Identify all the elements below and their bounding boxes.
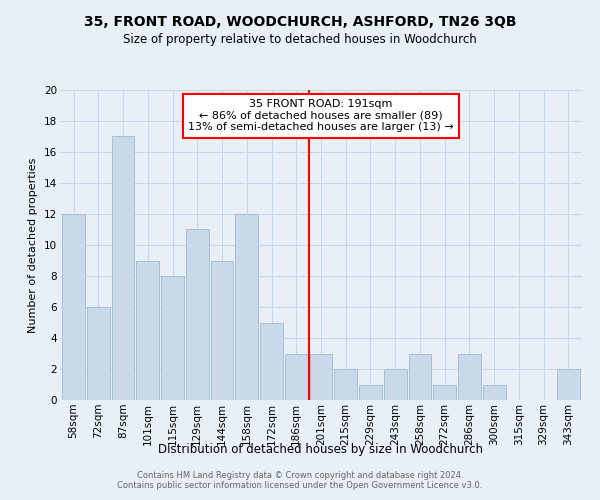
Text: 35, FRONT ROAD, WOODCHURCH, ASHFORD, TN26 3QB: 35, FRONT ROAD, WOODCHURCH, ASHFORD, TN2… (84, 15, 516, 29)
Bar (62, 214, 85, 400)
Bar (285, 354, 308, 400)
Bar (87, 307, 110, 400)
Bar (186, 230, 209, 400)
Bar (112, 136, 134, 400)
Text: 35 FRONT ROAD: 191sqm
← 86% of detached houses are smaller (89)
13% of semi-deta: 35 FRONT ROAD: 191sqm ← 86% of detached … (188, 100, 454, 132)
Bar (433, 384, 456, 400)
Text: Size of property relative to detached houses in Woodchurch: Size of property relative to detached ho… (123, 32, 477, 46)
Bar (334, 369, 357, 400)
Y-axis label: Number of detached properties: Number of detached properties (28, 158, 38, 332)
Bar (136, 260, 159, 400)
Bar (409, 354, 431, 400)
Text: Contains HM Land Registry data © Crown copyright and database right 2024.
Contai: Contains HM Land Registry data © Crown c… (118, 470, 482, 490)
Bar (310, 354, 332, 400)
Bar (557, 369, 580, 400)
Bar (483, 384, 506, 400)
Text: Distribution of detached houses by size in Woodchurch: Distribution of detached houses by size … (158, 442, 484, 456)
Bar (235, 214, 258, 400)
Bar (260, 322, 283, 400)
Bar (458, 354, 481, 400)
Bar (211, 260, 233, 400)
Bar (161, 276, 184, 400)
Bar (384, 369, 407, 400)
Bar (359, 384, 382, 400)
